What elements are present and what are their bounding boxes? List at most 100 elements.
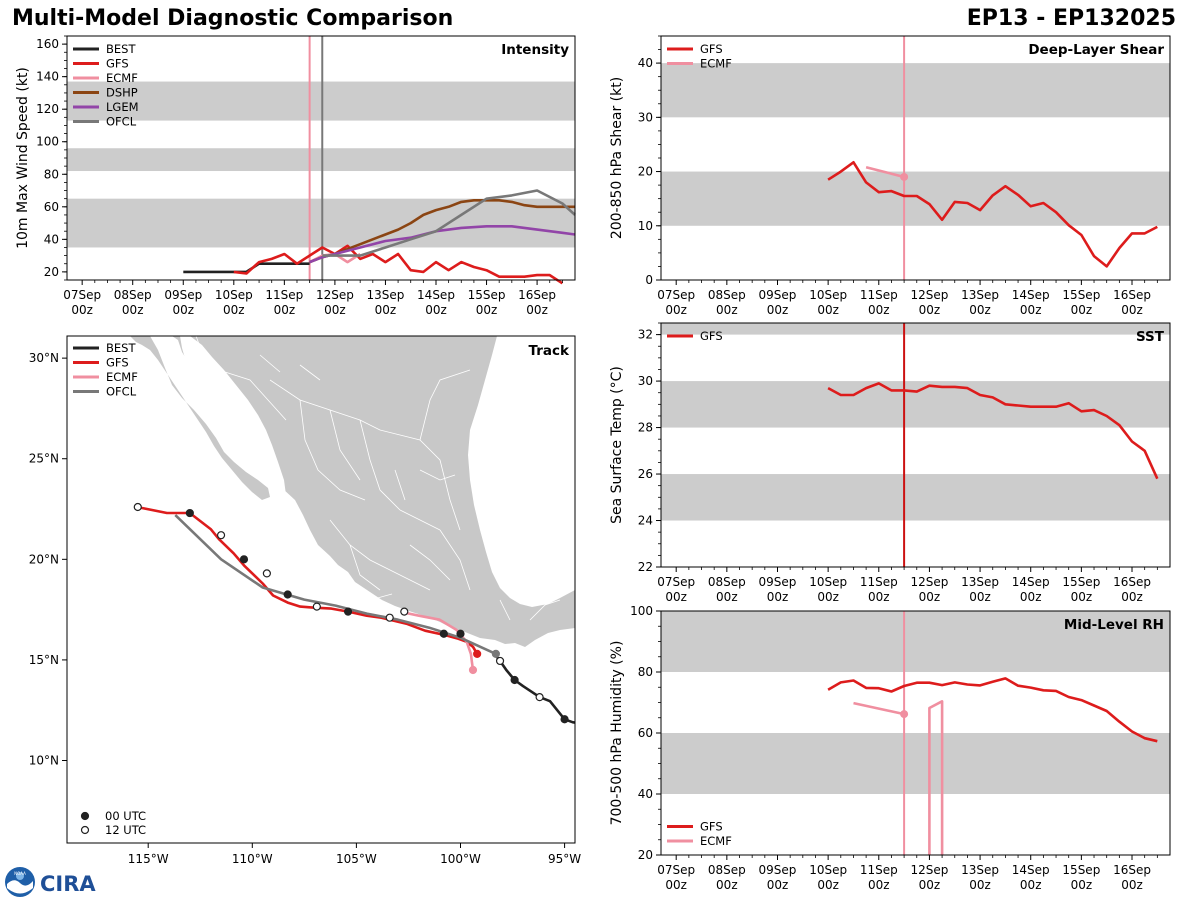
track-lines — [133, 502, 575, 724]
shear-xtick-label: 16Sep — [1113, 288, 1151, 302]
intensity-xtick-sublabel: 00z — [71, 303, 93, 317]
intensity-xtick-sublabel: 00z — [324, 303, 346, 317]
intensity-ytick-label: 40 — [44, 232, 59, 246]
track-position-marker — [495, 656, 505, 666]
intensity-xtick-label: 10Sep — [215, 288, 253, 302]
rh-xtick-label: 14Sep — [1012, 863, 1050, 877]
shear-xtick-sublabel: 00z — [716, 303, 738, 317]
track-legend-marker-filled — [80, 811, 90, 821]
track-legend-marker-open — [80, 825, 90, 835]
rh-xtick-sublabel: 00z — [969, 878, 991, 892]
shear-series-ecmf — [865, 165, 905, 179]
intensity-ytick-label: 80 — [44, 167, 59, 181]
track-position-marker — [491, 649, 500, 658]
track-position-marker — [473, 649, 482, 658]
state-borders — [195, 336, 561, 621]
track-xtick-label: 95°W — [548, 852, 581, 866]
intensity-xtick-label: 13Sep — [367, 288, 405, 302]
shear-legend-label-ecmf: ECMF — [700, 57, 732, 71]
sst-xtick-label: 07Sep — [657, 575, 695, 589]
shear-ytick-label: 30 — [638, 110, 653, 124]
shear-xtick-sublabel: 00z — [1121, 303, 1143, 317]
rh-legend-label-ecmf: ECMF — [700, 834, 732, 848]
sst-xtick-sublabel: 00z — [919, 590, 941, 604]
shear-xtick-label: 08Sep — [708, 288, 746, 302]
track-legend-label-ofcl: OFCL — [106, 385, 137, 399]
rh-xtick-label: 16Sep — [1113, 863, 1151, 877]
shear-xtick-label: 14Sep — [1012, 288, 1050, 302]
intensity-ytick-label: 160 — [36, 37, 59, 51]
intensity-xtick-label: 14Sep — [417, 288, 455, 302]
intensity-xtick-sublabel: 00z — [425, 303, 447, 317]
gulf-of-california-water — [180, 336, 286, 495]
shear-legend-label-gfs: GFS — [700, 42, 723, 56]
shear-xtick-sublabel: 00z — [817, 303, 839, 317]
track-position-marker — [400, 607, 409, 616]
rh-ylabel: 700-500 hPa Humidity (%) — [609, 641, 625, 826]
sst-xtick-label: 13Sep — [961, 575, 999, 589]
rh-xtick-sublabel: 00z — [716, 878, 738, 892]
intensity-panel-title: Intensity — [501, 42, 569, 58]
intensity-xtick-sublabel: 00z — [526, 303, 548, 317]
shear-xtick-label: 11Sep — [860, 288, 898, 302]
track-position-marker — [283, 590, 292, 599]
track-legend-marker-label: 00 UTC — [105, 809, 146, 823]
track-position-marker — [312, 602, 321, 611]
track-ytick-label: 20°N — [29, 552, 59, 566]
sst-ytick-label: 28 — [638, 421, 653, 435]
sst-xtick-sublabel: 00z — [1121, 590, 1143, 604]
sst-xtick-sublabel: 00z — [716, 590, 738, 604]
track-best — [492, 652, 575, 724]
figure-title: Multi-Model Diagnostic Comparison — [12, 6, 454, 31]
sst-xtick-sublabel: 00z — [1020, 590, 1042, 604]
intensity-ytick-label: 20 — [44, 265, 59, 279]
rh-xtick-label: 10Sep — [809, 863, 847, 877]
sst-xtick-sublabel: 00z — [665, 590, 687, 604]
rh-series-ecmf — [853, 701, 905, 716]
rh-panel-title: Mid-Level RH — [1064, 617, 1164, 633]
intensity-xtick-sublabel: 00z — [122, 303, 144, 317]
sst-xtick-sublabel: 00z — [1071, 590, 1093, 604]
shear-xtick-sublabel: 00z — [868, 303, 890, 317]
track-ytick-label: 25°N — [29, 452, 59, 466]
intensity-xtick-label: 15Sep — [468, 288, 506, 302]
shear-xtick-label: 12Sep — [910, 288, 948, 302]
intensity-series-best — [183, 262, 310, 274]
rh-xtick-sublabel: 00z — [767, 878, 789, 892]
track-position-marker — [239, 555, 249, 564]
track-position-marker — [560, 715, 569, 724]
rh-xtick-sublabel: 00z — [1020, 878, 1042, 892]
storm-id: EP13 - EP132025 — [966, 6, 1176, 31]
sst-band-0 — [661, 474, 1170, 521]
sst-ytick-label: 24 — [638, 514, 653, 528]
rh-xtick-sublabel: 00z — [817, 878, 839, 892]
sst-xtick-label: 15Sep — [1062, 575, 1100, 589]
shear-ytick-label: 10 — [638, 219, 653, 233]
intensity-legend-label-lgem: LGEM — [106, 100, 139, 114]
rh-xtick-label: 12Sep — [910, 863, 948, 877]
intensity-ytick-label: 60 — [44, 200, 59, 214]
intensity-ytick-label: 100 — [36, 135, 59, 149]
intensity-xtick-sublabel: 00z — [375, 303, 397, 317]
shear-xtick-label: 15Sep — [1062, 288, 1100, 302]
rh-band-0 — [661, 733, 1170, 794]
track-position-marker — [185, 508, 194, 518]
shear-panel-title: Deep-Layer Shear — [1028, 42, 1164, 58]
sst-xtick-label: 14Sep — [1012, 575, 1050, 589]
track-legend-label-ecmf: ECMF — [106, 370, 138, 384]
rh-ytick-label: 40 — [638, 787, 653, 801]
intensity-legend-label-gfs: GFS — [106, 57, 129, 71]
track-legend-label-gfs: GFS — [106, 356, 129, 370]
sst-band-2 — [661, 323, 1170, 335]
sst-axes-frame — [660, 322, 1171, 568]
rh-ytick-label: 60 — [638, 726, 653, 740]
shear-ytick-label: 20 — [638, 165, 653, 179]
rh-series-ecmf-end-point — [900, 710, 909, 719]
intensity-xtick-sublabel: 00z — [476, 303, 498, 317]
intensity-xtick-label: 08Sep — [114, 288, 152, 302]
sst-legend-label-gfs: GFS — [700, 329, 723, 343]
rh-band-1 — [661, 611, 1170, 672]
shear-ytick-label: 40 — [638, 56, 653, 70]
sst-xtick-label: 10Sep — [809, 575, 847, 589]
